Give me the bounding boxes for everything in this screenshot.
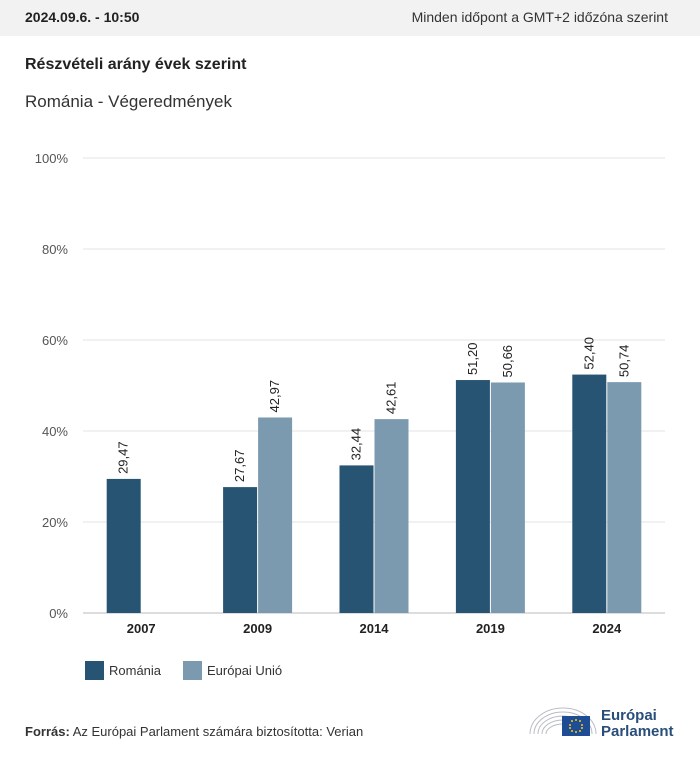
source-label: Forrás: — [25, 724, 70, 739]
logo-text-line1: Európai — [601, 707, 657, 724]
data-label: 50,74 — [616, 345, 631, 378]
legend-swatch-romania — [85, 661, 104, 680]
data-label: 42,61 — [384, 382, 399, 415]
bar-eu-2014 — [374, 419, 409, 613]
data-label: 52,40 — [581, 337, 596, 370]
hemicycle-logo-icon — [529, 707, 597, 736]
top-bar: 2024.09.6. - 10:50 Minden időpont a GMT+… — [0, 0, 700, 36]
y-tick-label: 40% — [42, 424, 68, 439]
data-label: 42,97 — [267, 380, 282, 413]
bar-chart: 0% 20% 40% 60% 80% 100% 29,47 2007 27,67 42,97 200… — [35, 151, 665, 636]
legend-label-eu: Európai Unió — [207, 663, 283, 678]
bar-eu-2009 — [258, 417, 293, 613]
timezone-note: Minden időpont a GMT+2 időzóna szerint — [411, 9, 668, 25]
x-tick-label: 2007 — [127, 621, 156, 636]
source-text: Az Európai Parlament számára biztosított… — [72, 724, 364, 739]
x-tick-label: 2024 — [592, 621, 622, 636]
bar-romania-2014 — [339, 465, 374, 613]
y-tick-label: 80% — [42, 242, 68, 257]
x-tick-label: 2019 — [476, 621, 505, 636]
chart-title: Részvételi arány évek szerint — [25, 56, 247, 73]
logo-text: Európai Parlament — [601, 708, 674, 740]
bar-romania-2009 — [223, 487, 258, 613]
bar-romania-2007 — [106, 478, 141, 613]
y-tick-label: 20% — [42, 515, 68, 530]
bar-romania-2019 — [455, 380, 490, 613]
bar-eu-2024 — [607, 382, 642, 613]
bar-romania-2024 — [572, 374, 607, 613]
x-tick-label: 2014 — [360, 621, 390, 636]
data-label: 27,67 — [232, 450, 247, 483]
bar-eu-2019 — [490, 382, 525, 613]
y-tick-label: 0% — [49, 606, 68, 621]
data-label: 50,66 — [500, 345, 515, 378]
logo-text-line2: Parlament — [601, 723, 674, 740]
legend-label-romania: Románia — [109, 663, 162, 678]
eu-flag-icon — [562, 716, 590, 736]
data-label: 32,44 — [349, 428, 364, 461]
y-tick-label: 60% — [42, 333, 68, 348]
data-label: 51,20 — [465, 342, 480, 375]
data-label: 29,47 — [116, 441, 131, 474]
chart-subtitle: Románia - Végeredmények — [25, 92, 232, 111]
x-tick-label: 2009 — [243, 621, 272, 636]
y-tick-label: 100% — [35, 151, 69, 166]
datetime-label: 2024.09.6. - 10:50 — [25, 9, 140, 25]
legend-swatch-eu — [183, 661, 202, 680]
european-parliament-logo: Európai Parlament — [528, 700, 678, 740]
source-note: Forrás: Az Európai Parlament számára biz… — [25, 724, 363, 739]
